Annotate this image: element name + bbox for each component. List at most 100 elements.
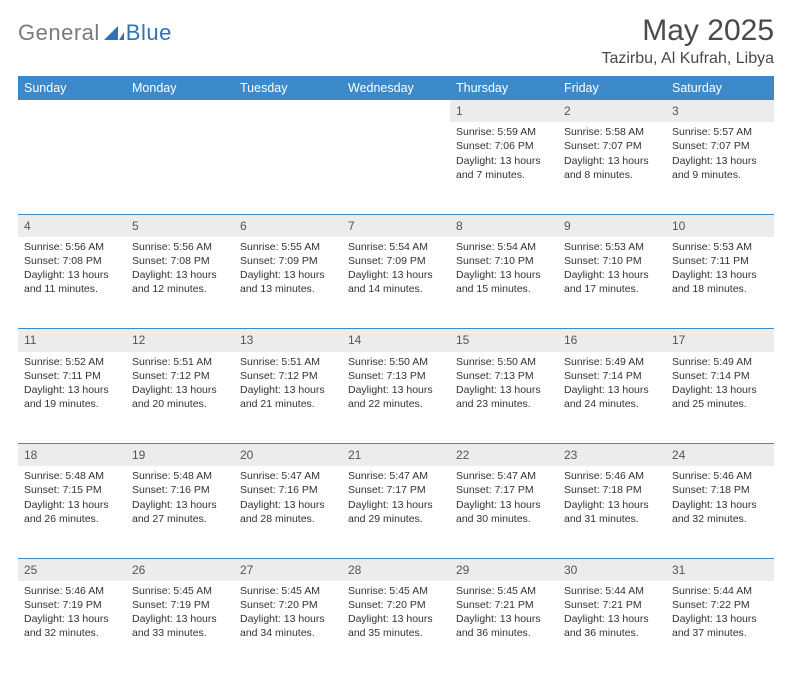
day-detail-cell: Sunrise: 5:47 AMSunset: 7:17 PMDaylight:…	[342, 466, 450, 558]
day-detail-cell: Sunrise: 5:54 AMSunset: 7:09 PMDaylight:…	[342, 237, 450, 329]
sunrise-text: Sunrise: 5:48 AM	[132, 469, 228, 483]
day-number-row: 18192021222324	[18, 444, 774, 467]
sunset-text: Sunset: 7:15 PM	[24, 483, 120, 497]
sunset-text: Sunset: 7:17 PM	[456, 483, 552, 497]
sunrise-text: Sunrise: 5:51 AM	[240, 355, 336, 369]
day-detail-cell: Sunrise: 5:49 AMSunset: 7:14 PMDaylight:…	[558, 352, 666, 444]
day-detail-cell: Sunrise: 5:50 AMSunset: 7:13 PMDaylight:…	[342, 352, 450, 444]
weekday-header: Thursday	[450, 76, 558, 100]
sunrise-text: Sunrise: 5:44 AM	[564, 584, 660, 598]
weekday-header: Saturday	[666, 76, 774, 100]
sunrise-text: Sunrise: 5:55 AM	[240, 240, 336, 254]
day-number-cell: 20	[234, 444, 342, 467]
sunset-text: Sunset: 7:16 PM	[240, 483, 336, 497]
day-number-cell: 24	[666, 444, 774, 467]
sunset-text: Sunset: 7:13 PM	[456, 369, 552, 383]
daylight-text: Daylight: 13 hours and 19 minutes.	[24, 383, 120, 411]
day-detail-cell: Sunrise: 5:55 AMSunset: 7:09 PMDaylight:…	[234, 237, 342, 329]
day-detail-cell	[342, 122, 450, 214]
daylight-text: Daylight: 13 hours and 32 minutes.	[24, 612, 120, 640]
day-detail-cell: Sunrise: 5:48 AMSunset: 7:16 PMDaylight:…	[126, 466, 234, 558]
daylight-text: Daylight: 13 hours and 9 minutes.	[672, 154, 768, 182]
day-detail-cell: Sunrise: 5:53 AMSunset: 7:11 PMDaylight:…	[666, 237, 774, 329]
sunset-text: Sunset: 7:19 PM	[132, 598, 228, 612]
sunrise-text: Sunrise: 5:59 AM	[456, 125, 552, 139]
sunrise-text: Sunrise: 5:45 AM	[456, 584, 552, 598]
daylight-text: Daylight: 13 hours and 13 minutes.	[240, 268, 336, 296]
day-detail-cell: Sunrise: 5:59 AMSunset: 7:06 PMDaylight:…	[450, 122, 558, 214]
sunrise-text: Sunrise: 5:56 AM	[132, 240, 228, 254]
daylight-text: Daylight: 13 hours and 32 minutes.	[672, 498, 768, 526]
sunrise-text: Sunrise: 5:53 AM	[564, 240, 660, 254]
sunset-text: Sunset: 7:12 PM	[132, 369, 228, 383]
day-number-cell: 22	[450, 444, 558, 467]
day-number-cell: 31	[666, 558, 774, 581]
day-detail-cell	[18, 122, 126, 214]
day-number-cell: 6	[234, 214, 342, 237]
day-number-cell: 7	[342, 214, 450, 237]
day-number-cell: 27	[234, 558, 342, 581]
daylight-text: Daylight: 13 hours and 36 minutes.	[456, 612, 552, 640]
sunrise-text: Sunrise: 5:50 AM	[456, 355, 552, 369]
day-number-cell: 16	[558, 329, 666, 352]
day-number-row: 25262728293031	[18, 558, 774, 581]
day-number-cell	[126, 100, 234, 122]
sunrise-text: Sunrise: 5:44 AM	[672, 584, 768, 598]
day-detail-cell: Sunrise: 5:47 AMSunset: 7:17 PMDaylight:…	[450, 466, 558, 558]
sunset-text: Sunset: 7:11 PM	[24, 369, 120, 383]
day-detail-row: Sunrise: 5:59 AMSunset: 7:06 PM Daylight:…	[18, 122, 774, 214]
day-number-cell: 10	[666, 214, 774, 237]
sunrise-text: Sunrise: 5:47 AM	[240, 469, 336, 483]
daylight-text: Daylight: 13 hours and 37 minutes.	[672, 612, 768, 640]
day-number-cell: 12	[126, 329, 234, 352]
sunset-text: Sunset: 7:18 PM	[672, 483, 768, 497]
day-detail-cell: Sunrise: 5:45 AMSunset: 7:20 PMDaylight:…	[342, 581, 450, 673]
day-number-cell: 8	[450, 214, 558, 237]
sunset-text: Sunset: 7:14 PM	[564, 369, 660, 383]
daylight-text: Daylight: 13 hours and 36 minutes.	[564, 612, 660, 640]
daylight-text: Daylight: 13 hours and 15 minutes.	[456, 268, 552, 296]
title-block: May 2025 Tazirbu, Al Kufrah, Libya	[601, 14, 774, 68]
day-detail-cell: Sunrise: 5:44 AMSunset: 7:21 PMDaylight:…	[558, 581, 666, 673]
sunrise-text: Sunrise: 5:54 AM	[456, 240, 552, 254]
day-number-cell	[342, 100, 450, 122]
sunrise-text: Sunrise: 5:47 AM	[348, 469, 444, 483]
logo-sail-icon	[104, 26, 124, 40]
day-detail-cell: Sunrise: 5:46 AMSunset: 7:18 PMDaylight:…	[666, 466, 774, 558]
daylight-text: Daylight: 13 hours and 25 minutes.	[672, 383, 768, 411]
day-detail-cell: Sunrise: 5:51 AMSunset: 7:12 PMDaylight:…	[234, 352, 342, 444]
sunrise-text: Sunrise: 5:45 AM	[132, 584, 228, 598]
weekday-header: Friday	[558, 76, 666, 100]
sunset-text: Sunset: 7:08 PM	[132, 254, 228, 268]
sunset-text: Sunset: 7:22 PM	[672, 598, 768, 612]
day-detail-cell: Sunrise: 5:56 AMSunset: 7:08 PMDaylight:…	[126, 237, 234, 329]
sunset-text: Sunset: 7:20 PM	[348, 598, 444, 612]
sunset-text: Sunset: 7:18 PM	[564, 483, 660, 497]
sunset-text: Sunset: 7:10 PM	[564, 254, 660, 268]
daylight-text: Daylight: 13 hours and 33 minutes.	[132, 612, 228, 640]
sunset-text: Sunset: 7:16 PM	[132, 483, 228, 497]
daylight-text: Daylight: 13 hours and 8 minutes.	[564, 154, 660, 182]
sunrise-text: Sunrise: 5:51 AM	[132, 355, 228, 369]
day-number-cell: 25	[18, 558, 126, 581]
month-title: May 2025	[601, 14, 774, 48]
day-number-row: 123	[18, 100, 774, 122]
logo: General Blue	[18, 14, 172, 46]
day-number-cell	[234, 100, 342, 122]
day-number-cell: 29	[450, 558, 558, 581]
day-number-cell: 2	[558, 100, 666, 122]
sunset-text: Sunset: 7:14 PM	[672, 369, 768, 383]
sunset-text: Sunset: 7:11 PM	[672, 254, 768, 268]
sunrise-text: Sunrise: 5:50 AM	[348, 355, 444, 369]
day-detail-cell: Sunrise: 5:48 AMSunset: 7:15 PMDaylight:…	[18, 466, 126, 558]
sunset-text: Sunset: 7:13 PM	[348, 369, 444, 383]
day-detail-row: Sunrise: 5:52 AMSunset: 7:11 PMDaylight:…	[18, 352, 774, 444]
daylight-text: Daylight: 13 hours and 23 minutes.	[456, 383, 552, 411]
sunrise-text: Sunrise: 5:52 AM	[24, 355, 120, 369]
sunset-text: Sunset: 7:06 PM	[456, 139, 552, 153]
day-number-cell: 30	[558, 558, 666, 581]
day-number-cell: 15	[450, 329, 558, 352]
sunrise-text: Sunrise: 5:56 AM	[24, 240, 120, 254]
day-detail-cell: Sunrise: 5:46 AMSunset: 7:19 PMDaylight:…	[18, 581, 126, 673]
sunrise-text: Sunrise: 5:46 AM	[24, 584, 120, 598]
